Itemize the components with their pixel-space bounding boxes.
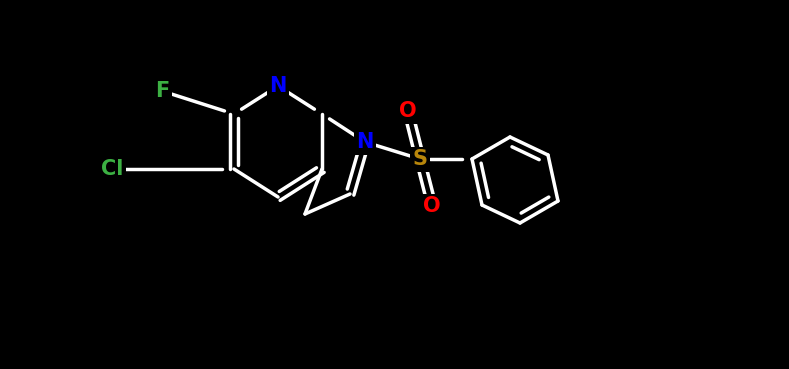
Text: Cl: Cl [101,159,123,179]
Text: O: O [423,196,441,216]
Text: O: O [399,101,417,121]
Text: N: N [269,76,286,96]
Text: F: F [155,81,169,101]
Text: N: N [357,132,374,152]
Text: S: S [413,149,428,169]
